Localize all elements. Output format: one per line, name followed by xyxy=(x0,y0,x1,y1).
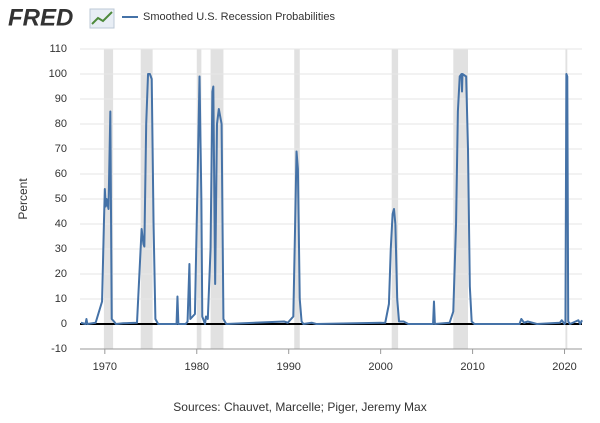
logo-icon xyxy=(89,8,115,29)
y-tick-label: 110 xyxy=(49,43,67,55)
x-tick-label: 1970 xyxy=(93,361,117,373)
y-tick-label: 60 xyxy=(55,168,67,180)
data-line xyxy=(80,73,583,325)
y-tick-label: 70 xyxy=(55,143,67,155)
y-tick-label: 0 xyxy=(61,318,67,330)
brand-logo: FRED xyxy=(8,4,73,31)
y-tick-label: 20 xyxy=(55,268,67,280)
y-tick-label: 80 xyxy=(55,118,67,130)
y-tick-label: 30 xyxy=(55,243,67,255)
source-note: Sources: Chauvet, Marcelle; Piger, Jerem… xyxy=(173,400,426,414)
x-tick-label: 2010 xyxy=(460,361,484,373)
legend-label: Smoothed U.S. Recession Probabilities xyxy=(143,11,335,23)
y-tick-label: 100 xyxy=(49,68,67,80)
x-tick-label: 1980 xyxy=(185,361,209,373)
y-tick-label: 10 xyxy=(55,293,67,305)
x-tick-label: 1990 xyxy=(276,361,300,373)
y-tick-label: -10 xyxy=(51,343,67,355)
y-tick-label: 90 xyxy=(55,93,67,105)
y-tick-label: 50 xyxy=(55,193,67,205)
x-tick-label: 2000 xyxy=(368,361,392,373)
x-tick-label: 2020 xyxy=(552,361,576,373)
y-tick-label: 40 xyxy=(55,218,67,230)
y-axis-label: Percent xyxy=(16,178,30,220)
